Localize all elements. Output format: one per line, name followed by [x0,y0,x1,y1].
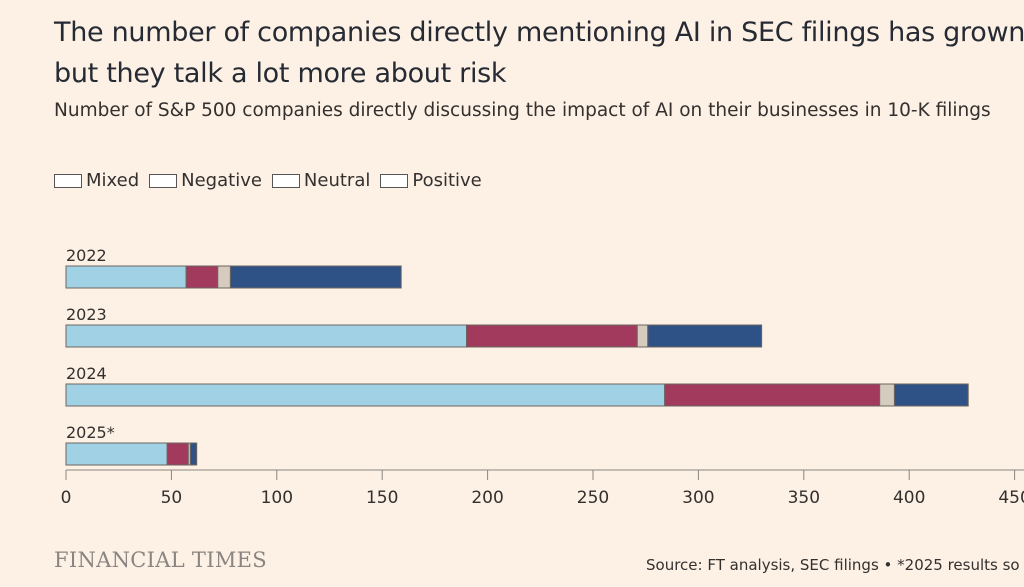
bar-segment-neutral [879,383,895,407]
legend-label: Neutral [303,170,371,191]
x-tick-label: 400 [893,488,925,508]
bar-segment-neutral [636,324,649,348]
legend-swatch [54,173,82,188]
legend-swatch [380,173,409,188]
x-tick-label: 300 [682,488,714,508]
bar-segment-negative [166,442,189,466]
bar-segment-mixed [65,324,468,348]
legend-swatch [149,173,178,188]
x-tick-label: 200 [471,488,503,508]
legend-swatch [271,173,300,188]
legend-item-neutral: Neutral [271,170,371,191]
x-tick-label: 50 [161,488,183,508]
x-tick-label: 150 [366,488,398,508]
title-line-2: but they talk a lot more about risk [54,58,507,89]
bar-segment-mixed [65,265,187,289]
x-tick-label: 0 [61,488,72,508]
bar-segment-positive [893,383,969,407]
legend-label: Negative [181,170,262,191]
title-line-1: The number of companies directly mention… [54,17,1024,48]
legend-label: Mixed [86,170,140,191]
x-tick-label: 450 [998,488,1024,508]
x-tick-label: 350 [788,488,820,508]
category-label: 2025* [66,423,115,442]
category-label: 2022 [66,246,107,265]
bar-segment-positive [189,442,198,466]
legend-item-mixed: Mixed [54,170,139,191]
bar-segment-negative [466,324,638,348]
bar-segment-positive [647,324,763,348]
bar-segment-neutral [217,265,231,289]
legend-item-positive: Positive [380,170,482,191]
bar-segment-negative [185,265,219,289]
chart-subtitle: Number of S&P 500 companies directly dis… [54,100,991,121]
x-tick-label: 250 [577,488,609,508]
x-tick-label: 100 [261,488,293,508]
category-label: 2023 [66,305,107,324]
legend-label: Positive [412,170,482,191]
bar-segment-positive [229,265,402,289]
chart-title: The number of companies directly mention… [54,12,1024,94]
bar-segment-mixed [65,442,168,466]
bar-segment-mixed [65,383,666,407]
legend-item-negative: Negative [149,170,262,191]
legend: Mixed Negative Neutral Positive [54,170,482,191]
category-label: 2024 [66,364,107,383]
source-note: Source: FT analysis, SEC filings • *2025… [646,556,1024,574]
bar-segment-negative [664,383,881,407]
ft-logo: FINANCIAL TIMES [54,548,267,572]
